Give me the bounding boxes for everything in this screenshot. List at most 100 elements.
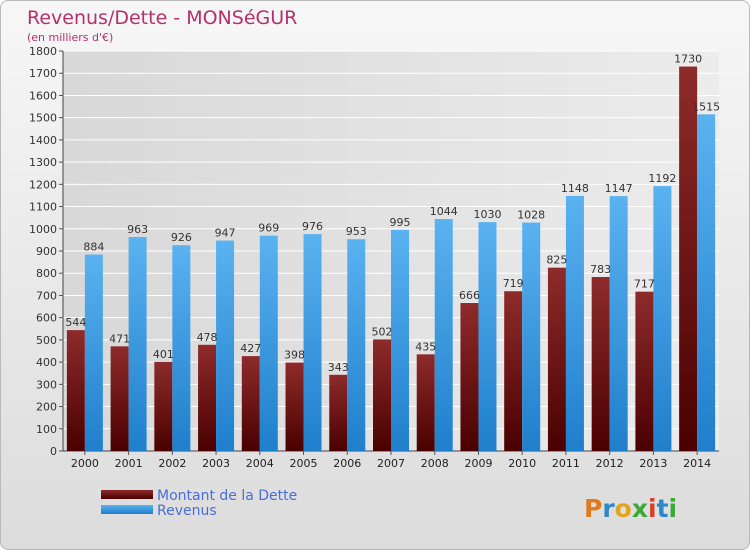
y-tick-label: 1100 xyxy=(29,201,57,214)
data-label-revenus: 1515 xyxy=(692,100,720,113)
x-tick-label: 2010 xyxy=(508,457,536,470)
data-label-revenus: 953 xyxy=(346,225,367,238)
data-label-dette: 717 xyxy=(634,278,655,291)
bar-dette xyxy=(110,346,129,451)
bar-dette xyxy=(66,330,85,451)
data-label-revenus: 926 xyxy=(171,231,192,244)
y-tick-label: 1500 xyxy=(29,112,57,125)
y-tick-label: 300 xyxy=(36,378,57,391)
bar-revenus xyxy=(128,237,147,451)
bar-dette xyxy=(241,356,260,451)
data-label-revenus: 947 xyxy=(215,227,236,240)
x-tick-label: 2007 xyxy=(377,457,405,470)
data-label-dette: 502 xyxy=(372,325,393,338)
y-tick-label: 1000 xyxy=(29,223,57,236)
bar-revenus xyxy=(565,195,584,451)
legend-swatch-revenus xyxy=(101,505,153,514)
x-tick-label: 2009 xyxy=(464,457,492,470)
y-tick-label: 1800 xyxy=(29,45,57,58)
data-label-revenus: 969 xyxy=(258,222,279,235)
bar-revenus xyxy=(347,239,366,451)
y-tick-label: 1300 xyxy=(29,156,57,169)
x-tick-label: 2000 xyxy=(71,457,99,470)
data-label-revenus: 1147 xyxy=(605,182,633,195)
x-tick-label: 2003 xyxy=(202,457,230,470)
bar-revenus xyxy=(216,240,235,451)
x-tick-label: 2002 xyxy=(158,457,186,470)
y-tick-label: 1200 xyxy=(29,178,57,191)
bar-revenus xyxy=(478,222,497,451)
y-tick-label: 700 xyxy=(36,289,57,302)
data-label-dette: 398 xyxy=(284,349,305,362)
y-tick-label: 800 xyxy=(36,267,57,280)
bar-revenus xyxy=(391,229,409,451)
x-tick-label: 2001 xyxy=(115,457,143,470)
legend-label-dette: Montant de la Dette xyxy=(157,488,297,504)
x-tick-label: 2014 xyxy=(683,457,711,470)
x-tick-label: 2006 xyxy=(333,457,361,470)
data-label-revenus: 884 xyxy=(83,241,104,254)
data-label-dette: 427 xyxy=(240,342,261,355)
data-label-dette: 471 xyxy=(109,332,130,345)
data-label-dette: 719 xyxy=(503,277,524,290)
bar-dette xyxy=(154,361,173,451)
y-tick-label: 100 xyxy=(36,423,57,436)
bar-dette xyxy=(285,362,304,451)
data-label-revenus: 1148 xyxy=(561,182,589,195)
bar-dette xyxy=(591,277,610,451)
data-label-dette: 544 xyxy=(65,316,86,329)
y-tick-label: 400 xyxy=(36,356,57,369)
y-tick-label: 1400 xyxy=(29,134,57,147)
x-tick-label: 2013 xyxy=(639,457,667,470)
bar-dette xyxy=(679,66,698,452)
data-label-dette: 825 xyxy=(546,254,567,267)
bar-dette xyxy=(504,291,523,451)
bar-revenus xyxy=(697,114,716,451)
x-tick-label: 2008 xyxy=(421,457,449,470)
bar-revenus xyxy=(172,245,191,451)
data-label-revenus: 995 xyxy=(390,216,411,229)
bar-dette xyxy=(198,344,217,451)
bar-dette xyxy=(373,339,391,451)
bar-revenus xyxy=(259,235,278,451)
data-label-dette: 1730 xyxy=(674,53,702,66)
data-label-revenus: 1044 xyxy=(430,205,458,218)
data-label-revenus: 963 xyxy=(127,223,148,236)
y-tick-label: 1600 xyxy=(29,89,57,102)
data-label-dette: 666 xyxy=(459,289,480,302)
y-tick-label: 600 xyxy=(36,312,57,325)
bar-revenus xyxy=(84,254,103,451)
bar-dette xyxy=(460,303,479,451)
data-label-revenus: 976 xyxy=(302,220,323,233)
chart-subtitle: (en milliers d'€) xyxy=(27,31,114,44)
legend-label-revenus: Revenus xyxy=(157,503,217,519)
bar-revenus xyxy=(434,219,453,451)
y-tick-label: 200 xyxy=(36,401,57,414)
x-tick-label: 2011 xyxy=(552,457,580,470)
x-tick-label: 2005 xyxy=(290,457,318,470)
data-label-dette: 401 xyxy=(153,348,174,361)
y-tick-label: 1700 xyxy=(29,67,57,80)
bar-dette xyxy=(329,374,348,451)
data-label-revenus: 1192 xyxy=(648,172,676,185)
bar-revenus xyxy=(303,234,322,451)
y-tick-label: 0 xyxy=(50,445,57,458)
x-tick-label: 2012 xyxy=(596,457,624,470)
bar-dette xyxy=(635,291,654,451)
y-tick-label: 900 xyxy=(36,245,57,258)
bar-revenus xyxy=(522,222,541,451)
bar-revenus xyxy=(653,186,672,451)
data-label-dette: 435 xyxy=(415,340,436,353)
legend-swatch-dette xyxy=(101,490,153,499)
x-tick-label: 2004 xyxy=(246,457,274,470)
chart-title: Revenus/Dette - MONSéGUR xyxy=(27,7,298,29)
bar-dette xyxy=(547,267,566,451)
data-label-dette: 343 xyxy=(328,361,349,374)
data-label-revenus: 1028 xyxy=(517,209,545,222)
data-label-revenus: 1030 xyxy=(473,208,501,221)
data-label-dette: 478 xyxy=(197,331,218,344)
proxiti-logo: Proxiti xyxy=(584,494,677,523)
y-tick-label: 500 xyxy=(36,334,57,347)
